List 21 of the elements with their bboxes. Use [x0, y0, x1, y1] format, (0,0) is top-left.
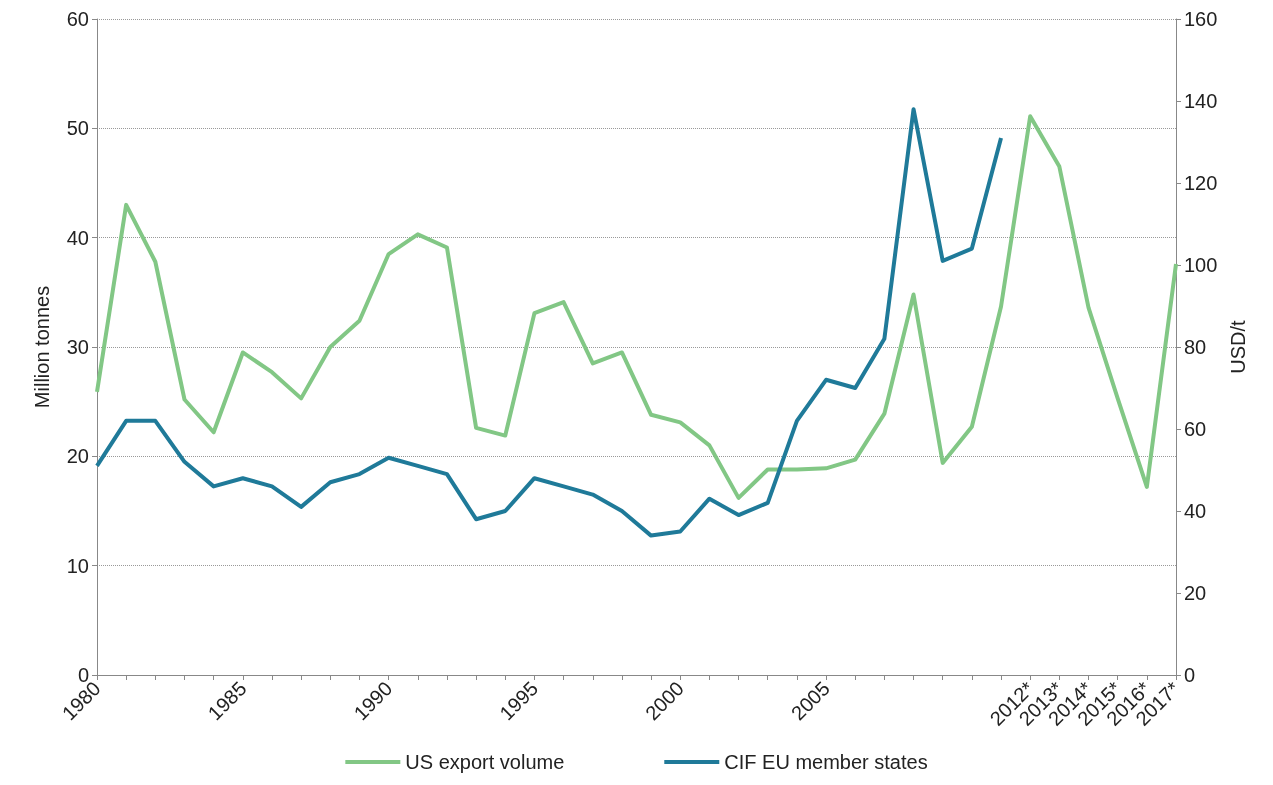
y2-tick-label: 40 [1184, 500, 1207, 522]
y-tick-label: 20 [66, 445, 89, 468]
y2-tick-label: 100 [1184, 254, 1218, 276]
y2-tick-label: 80 [1184, 336, 1207, 358]
legend-label: US export volume [405, 751, 565, 773]
legend-label: CIF EU member states [724, 751, 928, 773]
y2-tick-label: 140 [1184, 90, 1218, 112]
line-series [95, 114, 1178, 500]
y-axis-title: Million tonnes [31, 285, 53, 409]
y2-tick-label: 0 [1184, 664, 1196, 686]
y-tick-label: 30 [66, 336, 89, 358]
y2-tick-label: 60 [1184, 418, 1207, 440]
line-series [95, 107, 1004, 538]
y-tick-label: 40 [66, 226, 89, 249]
y2-tick-label: 120 [1184, 172, 1218, 194]
y2-axis-title: USD/t [1227, 319, 1250, 374]
y-tick-label: 10 [66, 554, 89, 577]
y2-tick-label: 20 [1184, 582, 1207, 604]
y2-tick-label: 160 [1184, 8, 1218, 30]
y-tick-label: 60 [66, 8, 89, 30]
y-tick-label: 50 [66, 117, 89, 140]
